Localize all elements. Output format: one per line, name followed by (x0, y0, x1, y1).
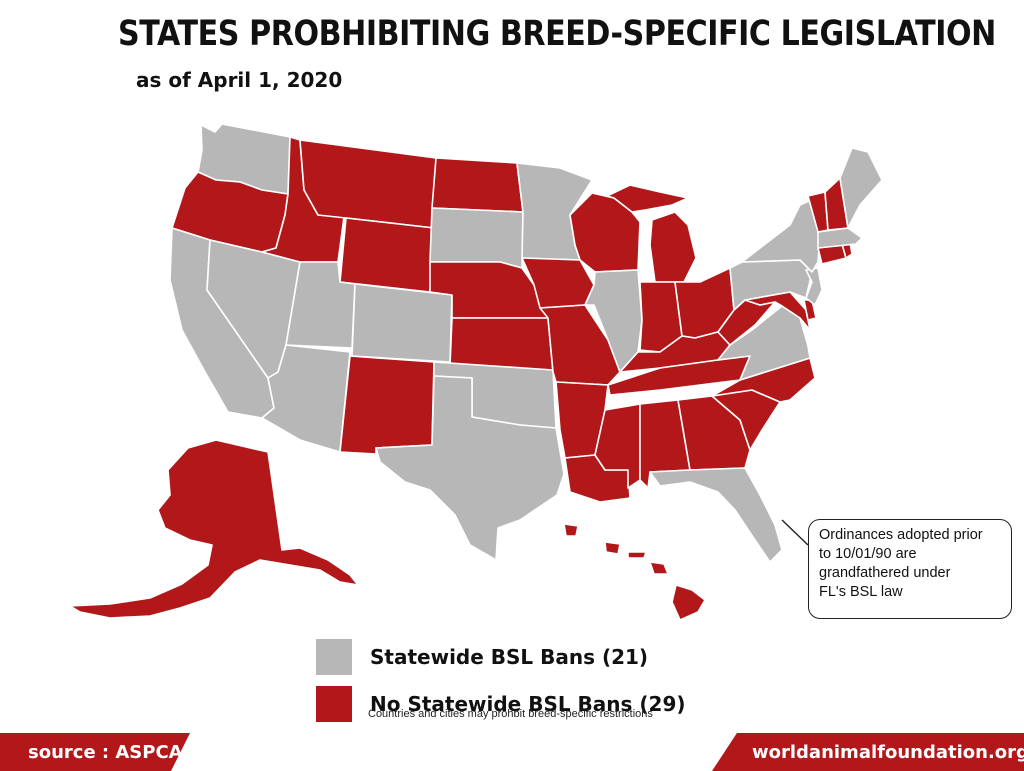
state-hi-molokai (627, 551, 647, 559)
state-mi (649, 211, 697, 283)
state-nc (711, 357, 816, 403)
legend-note: Countries and cities may prohbit breed-s… (368, 708, 653, 720)
state-ny (741, 197, 821, 273)
state-nj (805, 267, 823, 306)
callout-line-2: to 10/01/90 are (819, 546, 917, 562)
source-label: source : ASPCA (0, 733, 190, 771)
legend-item-no-ban: No Statewide BSL Bans (29) (316, 686, 686, 722)
state-mi-upper (606, 184, 689, 213)
state-nm (339, 355, 435, 455)
state-ak (69, 439, 359, 619)
state-hi-maui (649, 561, 669, 575)
florida-callout: Ordinances adopted prior to 10/01/90 are… (808, 519, 1012, 619)
state-fl (649, 467, 783, 563)
state-hi-oahu (604, 541, 621, 555)
callout-pointer (781, 519, 809, 546)
legend-label-no-ban: No Statewide BSL Bans (29) (370, 692, 686, 716)
website-link[interactable]: worldanimalfoundation.org (712, 733, 1024, 771)
callout-line-3: grandfathered under (819, 565, 951, 581)
legend-swatch-ban (316, 639, 352, 675)
state-nd (431, 157, 524, 213)
callout-line-4: FL's BSL law (819, 584, 903, 600)
legend-item-ban: Statewide BSL Bans (21) (316, 639, 648, 675)
callout-line-1: Ordinances adopted prior (819, 527, 983, 543)
state-sd (429, 207, 524, 269)
state-mt (299, 139, 437, 229)
state-tx (375, 375, 565, 561)
state-co (351, 283, 453, 363)
legend-swatch-no-ban (316, 686, 352, 722)
state-wi (569, 192, 641, 273)
state-wy (339, 217, 435, 293)
state-hi-kauai (563, 523, 579, 537)
state-me (839, 147, 883, 229)
map-subtitle: as of April 1, 2020 (136, 68, 343, 92)
state-hi (671, 584, 706, 621)
state-va (717, 305, 811, 381)
state-md (744, 291, 811, 331)
legend-label-ban: Statewide BSL Bans (21) (370, 645, 649, 669)
